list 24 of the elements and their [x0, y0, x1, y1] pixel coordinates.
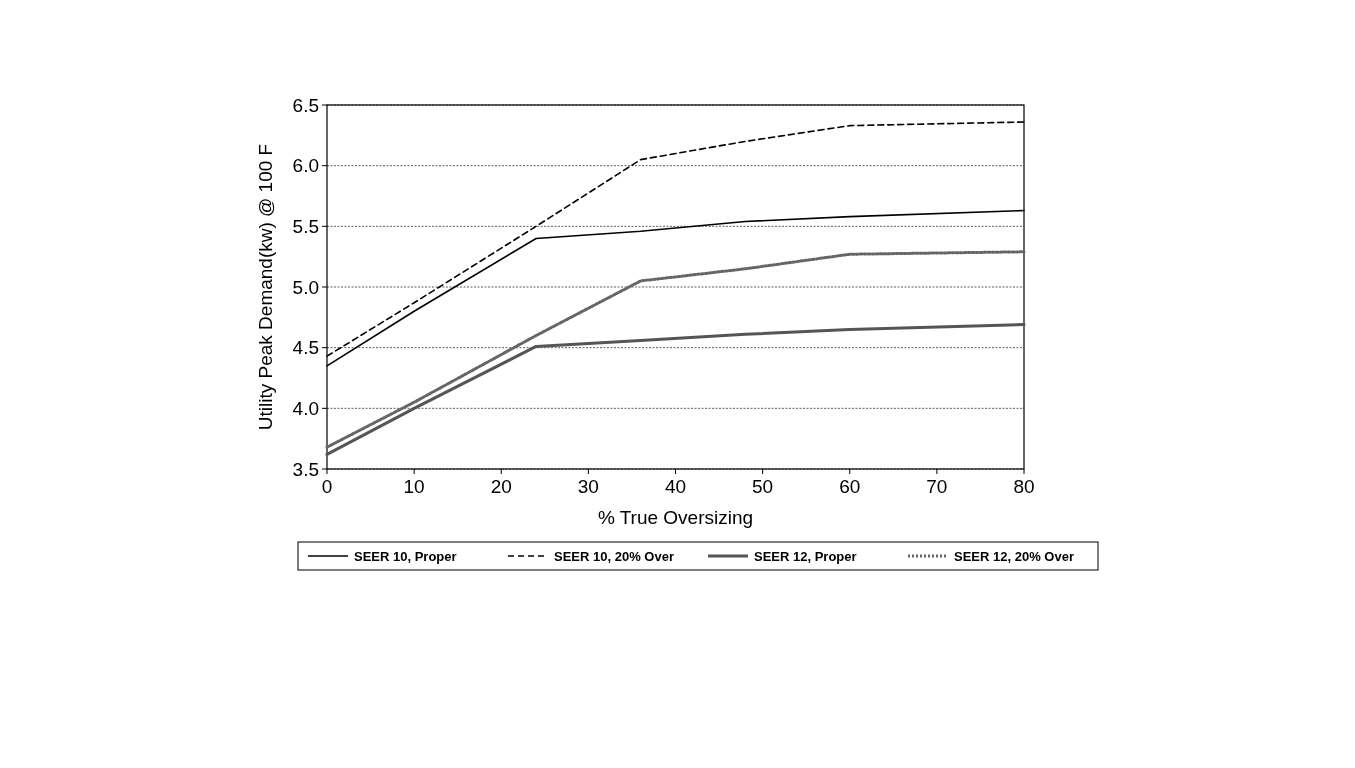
x-tick-label: 70 — [926, 476, 948, 497]
legend-label: SEER 12, Proper — [754, 548, 857, 564]
x-tick-label: 50 — [752, 476, 774, 497]
legend-label: SEER 12, 20% Over — [954, 548, 1074, 564]
x-tick-label: 10 — [403, 476, 425, 497]
y-tick-label: 5.5 — [292, 215, 319, 237]
x-tick-label: 80 — [1013, 476, 1035, 497]
y-tick-label: 4.0 — [292, 397, 319, 419]
y-tick-label: 6.0 — [292, 155, 319, 177]
line-series — [325, 323, 1026, 456]
y-tick-label: 5.0 — [292, 276, 319, 298]
legend-label: SEER 10, Proper — [354, 548, 457, 564]
y-tick-label: 4.5 — [292, 337, 319, 359]
y-axis-title: Utility Peak Demand(kw) @ 100 F — [255, 143, 276, 431]
y-tick-label: 3.5 — [292, 458, 319, 480]
y-tick-label: 6.5 — [292, 94, 319, 116]
x-tick-label: 60 — [839, 476, 861, 497]
x-tick-label: 0 — [321, 476, 333, 497]
legend-label: SEER 10, 20% Over — [554, 548, 674, 564]
x-tick-label: 30 — [577, 476, 599, 497]
x-tick-label: 20 — [490, 476, 512, 497]
line-series — [325, 250, 1026, 449]
x-axis-title: % True Oversizing — [597, 507, 754, 528]
x-tick-label: 40 — [664, 476, 687, 497]
